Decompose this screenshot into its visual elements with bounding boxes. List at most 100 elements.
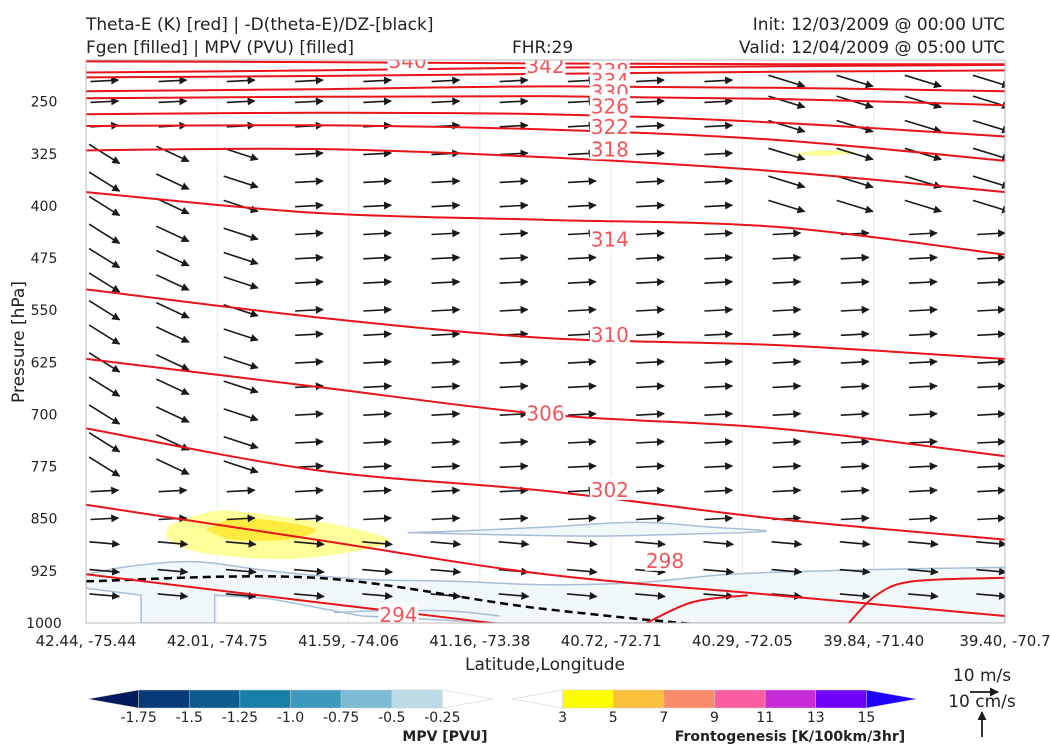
theta-e-label-text: 326 bbox=[591, 94, 629, 118]
wind-vector-arrow bbox=[431, 278, 461, 287]
wind-vector-arrow bbox=[772, 278, 802, 287]
wind-vector-arrow bbox=[88, 324, 121, 345]
wind-vector-arrow bbox=[636, 121, 665, 130]
wind-vector-arrow bbox=[908, 486, 938, 495]
colorbar-segment bbox=[613, 689, 665, 709]
wind-vector-arrow bbox=[499, 121, 529, 130]
colorbar-segment bbox=[442, 689, 494, 709]
colorbar-tick-label: 3 bbox=[558, 710, 567, 726]
wind-vector-arrow bbox=[567, 253, 597, 262]
wind-vector-arrow bbox=[636, 305, 665, 314]
y-tick-label: 925 bbox=[31, 564, 58, 580]
wind-vector-arrow bbox=[908, 437, 938, 446]
theta-e-label-text: 342 bbox=[526, 54, 564, 78]
wind-vector-arrow bbox=[158, 486, 188, 495]
wind-vector-arrow bbox=[295, 278, 324, 287]
colorbar-tick-label: 15 bbox=[857, 710, 875, 726]
colorbar-segment bbox=[663, 689, 715, 709]
colorbar-tick-label: 5 bbox=[609, 710, 618, 726]
wind-vector-arrow bbox=[431, 177, 461, 186]
wind-vector-arrow bbox=[904, 147, 942, 162]
colorbar-segment bbox=[562, 689, 614, 709]
wind-vector-arrow bbox=[431, 330, 461, 339]
vector-key-vertical-label: 10 cm/s bbox=[948, 692, 1016, 712]
theta-e-label-text: 314 bbox=[591, 228, 629, 252]
theta-e-label-text: 340 bbox=[389, 49, 427, 73]
theta-e-contour bbox=[86, 503, 1005, 617]
wind-vector-arrow bbox=[223, 175, 259, 189]
wind-vector-arrow bbox=[772, 330, 802, 339]
wind-vector-arrow bbox=[704, 330, 734, 339]
wind-vector-arrow bbox=[566, 591, 598, 600]
wind-vector-arrow bbox=[295, 253, 324, 262]
wind-vector-arrow bbox=[977, 305, 1005, 314]
theta-e-label-text: 302 bbox=[591, 478, 629, 502]
wind-vector-arrow bbox=[90, 76, 120, 85]
wind-vector-arrow bbox=[704, 382, 734, 391]
wind-vector-arrow bbox=[431, 229, 461, 238]
y-tick-label: 475 bbox=[31, 251, 58, 267]
wind-vector-arrow bbox=[295, 177, 324, 186]
black-dashed-contour bbox=[86, 575, 697, 623]
x-tick-label: 41.16, -73.38 bbox=[429, 632, 530, 650]
wind-vector-arrow bbox=[768, 74, 806, 89]
colorbar-segment bbox=[340, 689, 392, 709]
wind-vector-arrow bbox=[295, 305, 324, 314]
mpv-region-mid bbox=[407, 521, 767, 537]
wind-vector-arrow bbox=[704, 229, 734, 238]
wind-vector-arrow bbox=[772, 253, 802, 262]
wind-vector-arrow bbox=[636, 253, 665, 262]
wind-vector-arrow bbox=[768, 199, 806, 214]
wind-vector-arrow bbox=[908, 305, 938, 314]
wind-vector-arrow bbox=[704, 278, 734, 287]
wind-vector-arrow bbox=[295, 410, 324, 419]
colorbar-segment bbox=[87, 689, 139, 709]
colorbar-segment bbox=[138, 689, 190, 709]
y-axis-label: Pressure [hPa] bbox=[9, 281, 29, 403]
wind-vector-arrow bbox=[840, 330, 870, 339]
wind-vector-arrow bbox=[704, 97, 734, 106]
y-tick-label: 400 bbox=[31, 199, 58, 215]
y-tick-label: 550 bbox=[31, 303, 58, 319]
wind-vector-arrow bbox=[499, 437, 529, 446]
wind-vector-arrow bbox=[498, 539, 530, 548]
colorbar-segment bbox=[815, 689, 867, 709]
wind-vector-arrow bbox=[295, 201, 324, 210]
wind-vector-arrow bbox=[223, 251, 259, 266]
theta-e-label: 342 bbox=[525, 54, 566, 78]
mpv-colorbar-label: MPV [PVU] bbox=[402, 729, 487, 745]
wind-vector-arrow bbox=[636, 177, 665, 186]
wind-vector-arrow bbox=[295, 514, 324, 523]
theta-e-label-background bbox=[589, 322, 630, 345]
theta-e-label-background bbox=[589, 477, 630, 500]
wind-vector-arrow bbox=[772, 357, 802, 366]
mpv-filled-region bbox=[86, 521, 1005, 623]
colorbar-tick-label: 7 bbox=[659, 710, 668, 726]
wind-vector-arrow bbox=[431, 305, 461, 314]
y-tick-label: 775 bbox=[31, 460, 58, 476]
colorbar-tick-label: -0.25 bbox=[424, 710, 460, 726]
wind-vector-arrow bbox=[363, 357, 392, 366]
wind-vector-arrow bbox=[635, 567, 666, 576]
wind-vector-arrow bbox=[635, 591, 666, 600]
wind-vector-arrow bbox=[704, 462, 734, 471]
theta-e-contour bbox=[86, 573, 500, 623]
wind-vector-arrow bbox=[499, 514, 529, 523]
theta-e-label: 326 bbox=[589, 94, 630, 118]
forecast-hour: FHR:29 bbox=[512, 38, 574, 58]
colorbar-tick-label: -0.5 bbox=[378, 710, 405, 726]
theta-e-label-background bbox=[387, 60, 428, 72]
theta-e-label: 294 bbox=[378, 603, 419, 623]
theta-e-contour bbox=[86, 147, 1005, 194]
wind-vector-arrow bbox=[499, 177, 529, 186]
wind-vector-arrow bbox=[362, 539, 393, 548]
wind-vector-arrow bbox=[363, 305, 392, 314]
theta-e-label: 306 bbox=[525, 401, 566, 425]
colorbar-tick-label: -1.5 bbox=[176, 710, 203, 726]
wind-vector-arrow bbox=[904, 199, 942, 214]
wind-vector-arrow bbox=[499, 253, 529, 262]
wind-vector-arrow bbox=[225, 591, 257, 600]
wind-vector-arrow bbox=[771, 567, 803, 576]
wind-vector-arrow bbox=[363, 382, 392, 391]
wind-vector-arrow bbox=[363, 253, 392, 262]
